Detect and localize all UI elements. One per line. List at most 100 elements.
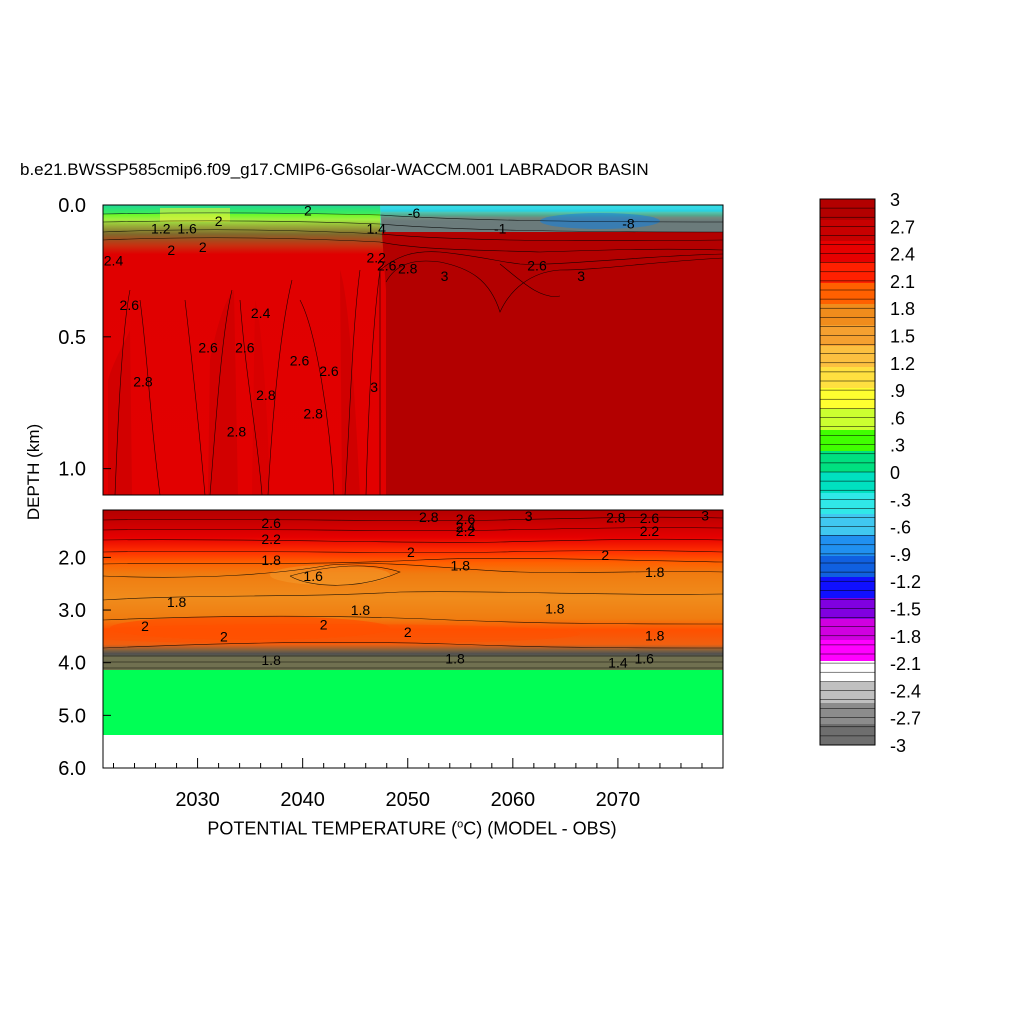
contour-label: -6 xyxy=(408,205,421,221)
lower-panel-frame xyxy=(102,509,724,769)
colorbar-label: -1.2 xyxy=(890,572,921,592)
contour-label: 1.4 xyxy=(366,221,386,237)
contour-label: 3 xyxy=(441,268,449,284)
contour-label: 2 xyxy=(199,239,207,255)
contour-label: -8 xyxy=(622,215,635,231)
colorbar-swatch xyxy=(820,556,875,578)
colorbar-swatch xyxy=(820,304,875,326)
contour-label: 1.6 xyxy=(303,568,323,584)
colorbar-swatch xyxy=(820,661,875,683)
colorbar-label: -2.1 xyxy=(890,654,921,674)
colorbar-swatch xyxy=(820,493,875,515)
contour-label: 2.8 xyxy=(606,509,626,525)
contour-label: 1.8 xyxy=(261,552,281,568)
contour-label: 2.6 xyxy=(235,339,255,355)
contour-label: 2.2 xyxy=(366,250,386,266)
contour-label: 2.6 xyxy=(120,297,140,313)
contour-label: 2.8 xyxy=(227,424,247,440)
colorbar-label: -1.5 xyxy=(890,600,921,620)
contour-label: 1.8 xyxy=(445,650,465,666)
colorbar-swatch xyxy=(820,388,875,410)
colorbar-label: 2.1 xyxy=(890,272,915,292)
x-tick-label: 2060 xyxy=(491,789,536,811)
colorbar-swatch xyxy=(820,262,875,284)
contour-label: 2.8 xyxy=(256,387,276,403)
colorbar-swatch xyxy=(820,241,875,263)
contour-label: 2.2 xyxy=(640,523,660,539)
colorbar-swatch xyxy=(820,367,875,389)
colorbar-label: -2.7 xyxy=(890,709,921,729)
colorbar-label: 0 xyxy=(890,463,900,483)
lower-panel-empty-region xyxy=(103,735,723,768)
y-tick-label: 4.0 xyxy=(58,653,86,675)
colorbar-swatch xyxy=(820,577,875,599)
colorbar-swatch xyxy=(820,451,875,473)
contour-label: 2.6 xyxy=(377,258,397,274)
x-tick-label: 2070 xyxy=(596,789,641,811)
colorbar-label: 2.4 xyxy=(890,245,915,265)
colorbar-swatch xyxy=(820,346,875,368)
contour-label: 2 xyxy=(407,544,415,560)
colorbar-frame xyxy=(819,198,876,746)
contour-label: 1.6 xyxy=(177,221,197,237)
x-tick-label: 2050 xyxy=(385,789,430,811)
colorbar-label: 1.2 xyxy=(890,354,915,374)
contour-label: 1.8 xyxy=(451,557,471,573)
colorbar-swatch xyxy=(820,514,875,536)
contour-label: 3 xyxy=(525,508,533,524)
colorbar-swatch xyxy=(820,535,875,557)
x-tick-label: 2030 xyxy=(175,789,220,811)
colorbar-label: 3 xyxy=(890,190,900,210)
x-axis-title-prefix: POTENTIAL TEMPERATURE ( xyxy=(207,818,458,839)
contour-label: 2.6 xyxy=(319,363,339,379)
y-tick-label: 0.0 xyxy=(58,195,86,217)
contour-label: 2 xyxy=(320,616,328,632)
colorbar-label: -2.4 xyxy=(890,681,921,701)
contour-label: 1.8 xyxy=(167,594,187,610)
colorbar-label: -.9 xyxy=(890,545,911,565)
contour-label: 2 xyxy=(167,242,175,258)
contour-label: 2.8 xyxy=(133,374,153,390)
contour-label: 2 xyxy=(304,202,312,218)
x-axis: 2030 2040 2050 2060 2070 xyxy=(113,758,703,811)
y-axis-title: DEPTH (km) xyxy=(24,423,43,521)
colorbar-swatch xyxy=(820,430,875,452)
contour-label: 2.8 xyxy=(398,260,418,276)
contour-label: 2.6 xyxy=(640,510,660,526)
contour-label: 1.8 xyxy=(261,652,281,668)
colorbar-label: .3 xyxy=(890,436,905,456)
colorbar-label: 2.7 xyxy=(890,217,915,237)
contour-label: 2.4 xyxy=(251,305,271,321)
contour-label: 2 xyxy=(220,628,228,644)
contour-label: 2.4 xyxy=(104,252,124,268)
contour-label: 1.8 xyxy=(351,602,371,618)
y-tick-label: 3.0 xyxy=(58,600,86,622)
contour-label: 2.4 xyxy=(456,519,476,535)
contour-label: 3 xyxy=(701,507,709,523)
contour-label: 2.6 xyxy=(290,353,310,369)
upper-panel xyxy=(102,204,724,496)
colorbar-swatch xyxy=(820,220,875,242)
x-axis-title-suffix: C) (MODEL - OBS) xyxy=(463,818,617,839)
colorbar-swatch xyxy=(820,619,875,641)
colorbar-swatch xyxy=(820,472,875,494)
contour-label: 1.2 xyxy=(151,221,171,237)
contour-label: 2.6 xyxy=(261,515,281,531)
colorbar-label: .9 xyxy=(890,381,905,401)
colorbar-swatch xyxy=(820,682,875,704)
colorbar-label: -1.8 xyxy=(890,627,921,647)
contour-label: 2.2 xyxy=(456,523,476,539)
colorbar-label: .6 xyxy=(890,408,905,428)
degree-sign: o xyxy=(457,818,464,831)
upper-panel-frame xyxy=(102,204,724,496)
contour-label: 1.8 xyxy=(545,600,565,616)
colorbar-swatch xyxy=(820,199,875,221)
chart-title: b.e21.BWSSP585cmip6.f09_g17.CMIP6-G6sola… xyxy=(20,160,649,179)
contour-labels: 2-6-1-81.21.621.4222.42.22.62.832.632.62… xyxy=(104,202,709,670)
colorbar-label: 1.8 xyxy=(890,299,915,319)
colorbar-swatch xyxy=(820,703,875,725)
lower-panel-ocean-floor xyxy=(103,670,723,735)
contour-label: 1.8 xyxy=(645,627,665,643)
contour-label: 1.6 xyxy=(634,650,654,666)
